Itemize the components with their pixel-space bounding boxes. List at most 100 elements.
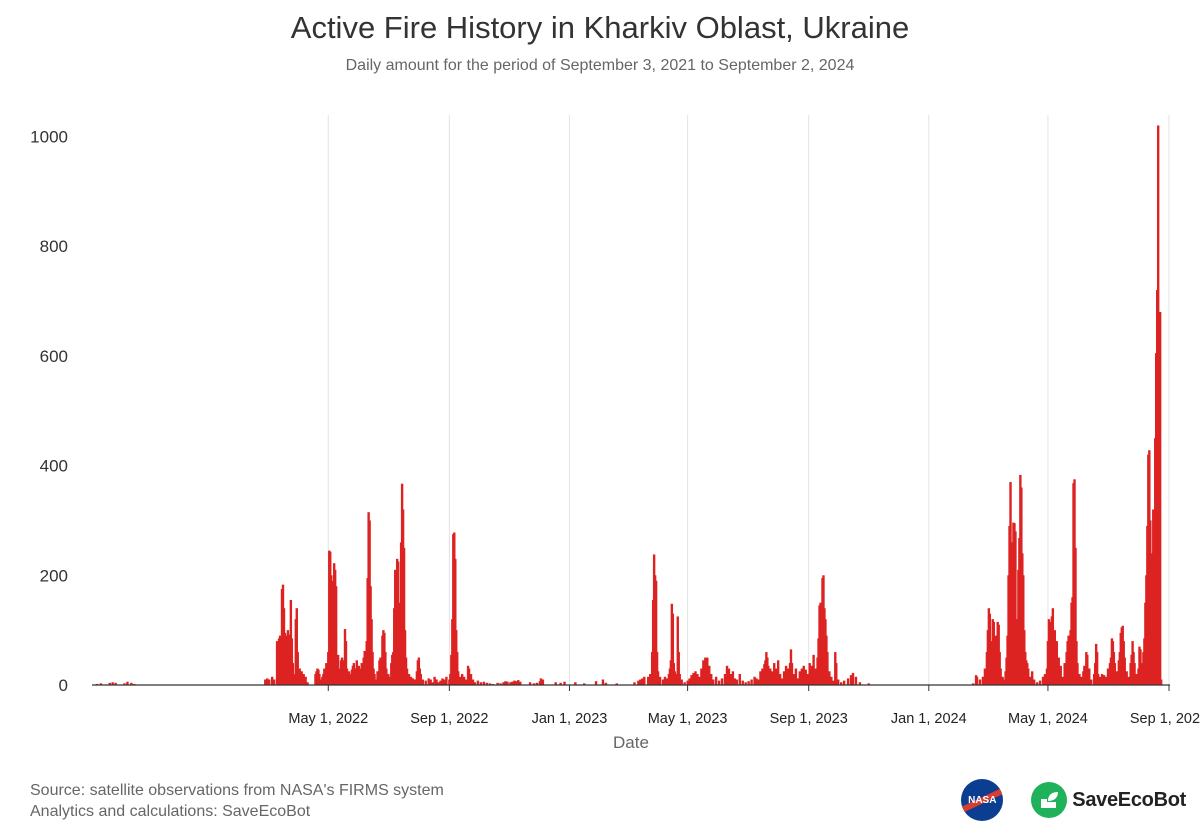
y-tick-label: 800 — [40, 237, 68, 256]
fire-count-bar — [761, 668, 764, 685]
fire-count-bar — [1063, 663, 1066, 685]
fire-count-bar — [292, 674, 296, 685]
chart-title: Active Fire History in Kharkiv Oblast, U… — [290, 10, 910, 45]
fire-count-bar — [1074, 547, 1077, 685]
fire-count-bar — [747, 681, 750, 685]
fire-count-bar — [647, 676, 650, 685]
fire-count-bar — [488, 683, 491, 685]
fire-count-bar — [655, 652, 659, 685]
fire-count-bar — [678, 674, 681, 685]
fire-count-bar — [1038, 680, 1042, 685]
fire-count-bar — [757, 679, 760, 685]
fire-count-bar — [686, 680, 689, 685]
fire-count-bar — [421, 679, 424, 685]
fire-count-bar — [506, 681, 509, 685]
fire-count-bar — [1041, 676, 1045, 685]
fire-count-bar — [738, 674, 741, 685]
fire-count-bar — [300, 671, 303, 685]
fire-count-bar — [513, 680, 516, 685]
fire-count-bar — [433, 676, 436, 685]
fire-count-bar — [344, 641, 348, 685]
fire-count-bar — [1076, 663, 1079, 685]
fire-count-bar — [298, 668, 301, 685]
fire-count-bar — [690, 675, 693, 685]
fire-count-bar — [304, 676, 307, 685]
fire-count-bar — [264, 679, 267, 685]
fire-count-bar — [563, 681, 566, 685]
fire-count-bar — [341, 660, 345, 685]
fire-count-bar — [654, 580, 658, 685]
fire-count-bar — [641, 678, 644, 685]
fire-count-bar — [554, 682, 557, 685]
fire-count-bar — [528, 682, 532, 685]
fire-count-bar — [1055, 641, 1058, 685]
saveecobot-logo-text: SaveEcoBot — [1072, 788, 1186, 811]
fire-count-bar — [295, 608, 298, 685]
fire-count-bar — [773, 663, 776, 685]
fire-count-bar — [319, 679, 322, 685]
fire-count-bar — [1123, 657, 1126, 685]
fire-count-bar — [511, 681, 514, 685]
fire-count-bar — [759, 671, 762, 685]
y-tick-label: 1000 — [30, 127, 68, 146]
fire-count-bar — [458, 676, 462, 685]
fire-count-bar — [502, 682, 505, 685]
x-tick-label: Jan 1, 2023 — [532, 711, 608, 727]
fire-count-bar — [842, 680, 846, 685]
fire-count-bar — [532, 683, 536, 685]
y-tick-label: 600 — [40, 347, 68, 366]
fire-count-bar — [837, 679, 840, 685]
fire-count-bar — [710, 674, 713, 685]
fire-count-bar — [479, 682, 483, 685]
fire-count-bar — [1078, 674, 1081, 685]
fire-count-bar — [108, 682, 111, 685]
fire-count-bar — [1115, 671, 1119, 685]
fire-count-bar — [272, 679, 276, 685]
fire-count-bar — [673, 671, 677, 685]
fire-count-bar — [360, 663, 363, 685]
fire-count-bar — [574, 682, 577, 685]
fire-count-bar — [854, 676, 858, 685]
fire-count-bar — [1104, 676, 1108, 685]
x-tick-label: Jan 1, 2024 — [891, 711, 967, 727]
fire-count-bar — [604, 682, 608, 685]
fire-count-bar — [975, 676, 979, 685]
logos: NASA SaveEcoBot — [961, 779, 1186, 821]
fire-count-bar — [405, 668, 409, 685]
fire-count-bar — [485, 682, 488, 685]
fire-count-bar — [735, 679, 739, 685]
fire-count-bar — [353, 668, 357, 685]
y-tick-label: 0 — [59, 676, 68, 695]
fire-count-bar — [583, 683, 586, 685]
fire-count-bar — [431, 682, 434, 685]
bar-series — [95, 125, 1163, 686]
fire-count-bar — [786, 668, 790, 685]
fire-count-bar — [704, 657, 707, 685]
fire-count-bar — [806, 674, 809, 685]
fire-count-bar — [727, 668, 731, 685]
fire-count-bar — [1125, 671, 1128, 685]
fire-count-bar — [413, 679, 417, 685]
axis-ticks: May 1, 2022 Sep 1, 2022 Jan 1, 2023 May 1, … — [30, 127, 1200, 727]
fire-count-bar — [424, 680, 427, 685]
fire-count-bar — [839, 682, 843, 685]
fire-count-bar — [1080, 676, 1083, 685]
fire-count-bar — [123, 683, 126, 685]
fire-count-bar — [441, 678, 444, 685]
y-tick-label: 200 — [40, 566, 68, 585]
fire-count-bar — [496, 682, 499, 685]
chart-subtitle: Daily amount for the period of September… — [345, 57, 855, 74]
fire-count-bar — [688, 678, 691, 685]
fire-count-bar — [376, 671, 379, 685]
fire-count-bar — [663, 676, 667, 685]
fire-count-bar — [665, 678, 669, 685]
nasa-logo-text: NASA — [968, 794, 997, 806]
fire-count-bar — [385, 668, 388, 685]
fire-count-bar — [334, 586, 338, 685]
fire-count-bar — [504, 681, 507, 685]
fire-count-bar — [437, 682, 440, 685]
fire-count-bar — [1102, 675, 1106, 685]
fire-count-bar — [454, 558, 457, 685]
fire-count-bar — [731, 671, 735, 685]
x-tick-label: Sep 1, 2023 — [770, 711, 848, 727]
